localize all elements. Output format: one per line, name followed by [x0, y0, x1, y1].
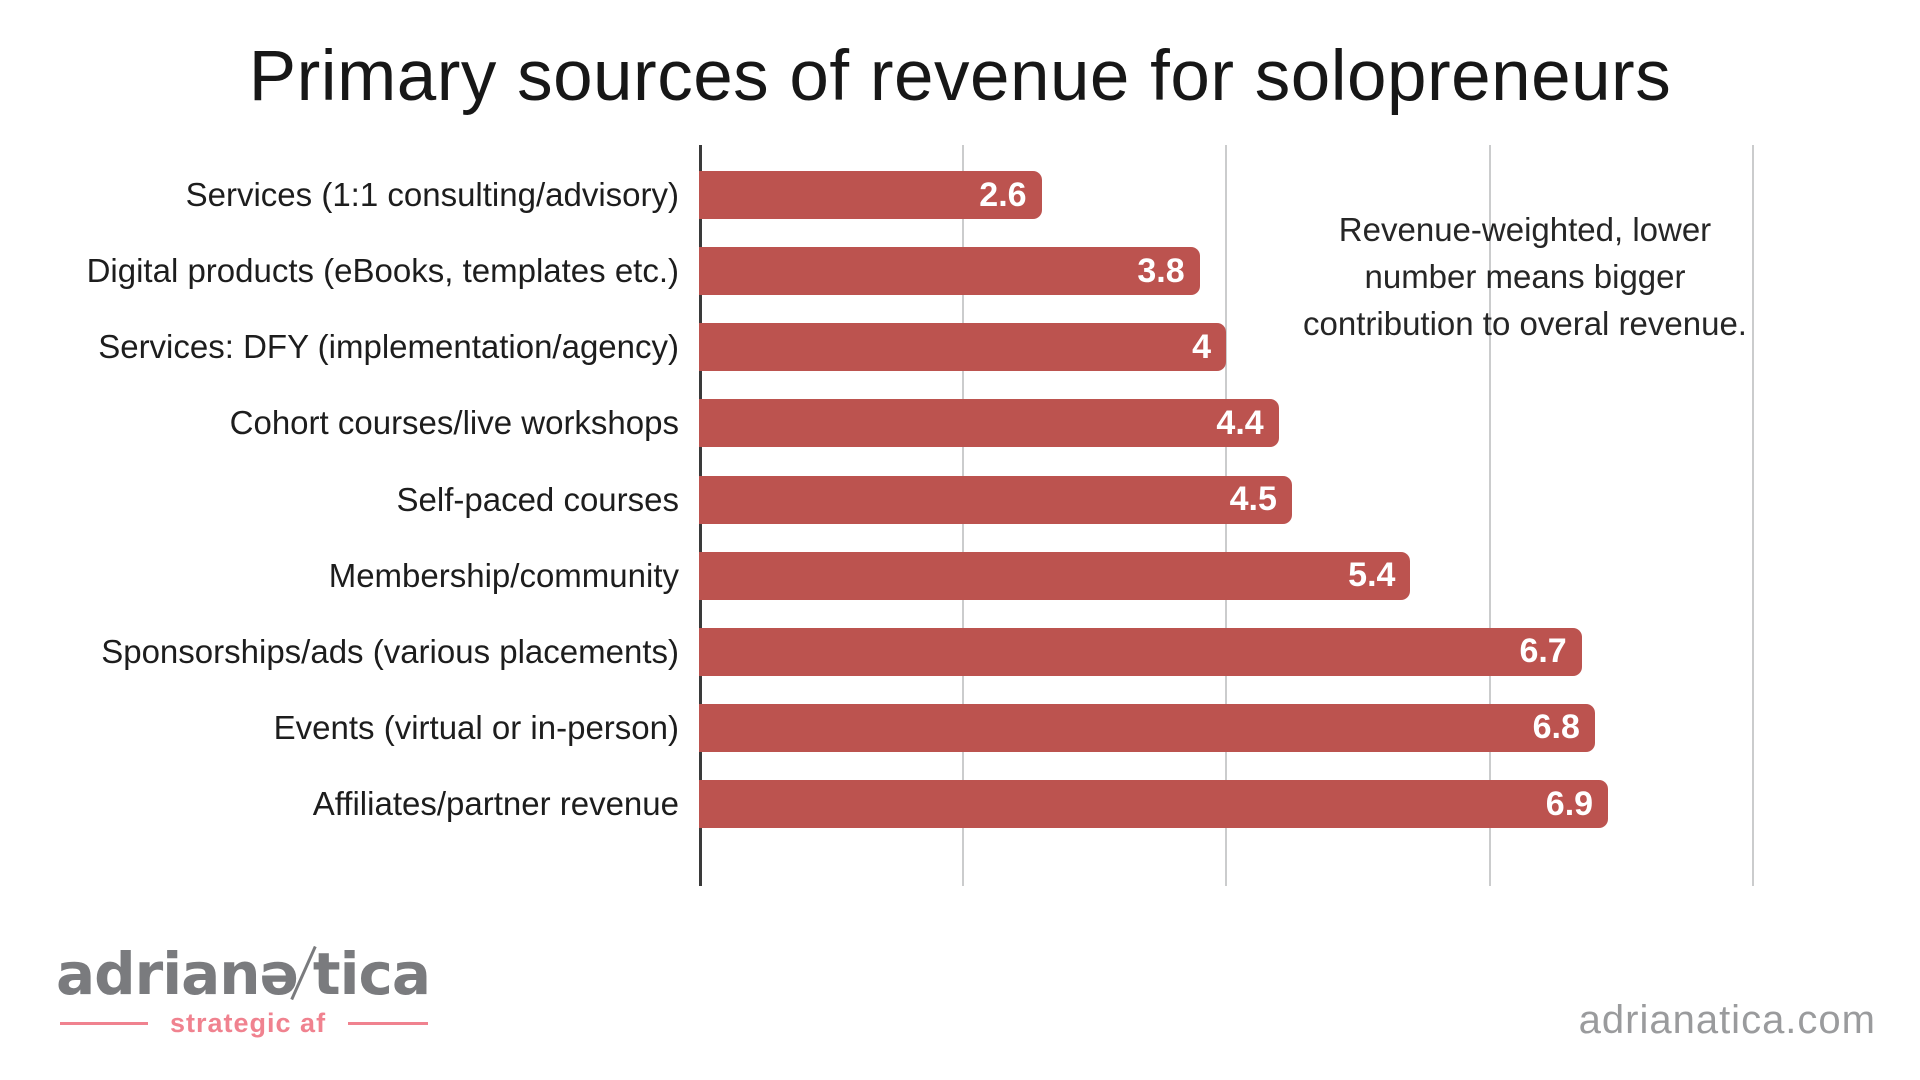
bar: 6.8: [699, 703, 1595, 752]
bar-value-label: 6.9: [1545, 784, 1594, 823]
chart-row: Cohort courses/live workshops 4.4: [0, 399, 1920, 448]
bar-track: 4.5: [699, 475, 1753, 524]
chart-title: Primary sources of revenue for soloprene…: [248, 37, 1672, 116]
bar: 6.7: [699, 627, 1582, 676]
bar: 4.4: [699, 399, 1279, 448]
bar-track: 3.8: [699, 247, 1753, 296]
chart-row: Events (virtual or in-person) 6.8: [0, 703, 1920, 752]
logo-wordmark: adrianə tica: [56, 940, 431, 1008]
annotation-line: contribution to overal revenue.: [1303, 305, 1747, 343]
tagline-rule-right: [348, 1022, 429, 1025]
logo-wordmark-right: tica: [312, 940, 431, 1008]
bar: 3.8: [699, 247, 1200, 296]
chart-row: Affiliates/partner revenue 6.9: [0, 780, 1920, 828]
category-label: Services (1:1 consulting/advisory): [185, 176, 679, 213]
bar-value-label: 3.8: [1137, 251, 1185, 290]
x-gridline: [1488, 145, 1491, 886]
bar-track: 4: [699, 323, 1753, 372]
bar-track: 5.4: [699, 551, 1753, 600]
chart-row: Digital products (eBooks, templates etc.…: [0, 247, 1920, 296]
category-label: Cohort courses/live workshops: [229, 404, 679, 442]
x-gridline: [1752, 145, 1754, 886]
bar-track: 6.7: [699, 627, 1753, 676]
chart-row: Services: DFY (implementation/agency) 4: [0, 323, 1920, 372]
bar: 2.6: [699, 171, 1042, 219]
category-label: Services: DFY (implementation/agency): [98, 328, 679, 366]
bar-value-label: 6.8: [1532, 708, 1580, 747]
category-label: Membership/community: [328, 556, 679, 594]
bar-value-label: 4.5: [1229, 480, 1277, 518]
bar-value-label: 4.4: [1216, 403, 1264, 442]
chart-row: Sponsorships/ads (various placements) 6.…: [0, 627, 1920, 676]
category-label: Events (virtual or in-person): [273, 708, 679, 746]
category-label: Sponsorships/ads (various placements): [101, 632, 679, 670]
bar-rows: Services (1:1 consulting/advisory) 2.6 D…: [0, 145, 1920, 886]
bar-value-label: 4: [1192, 327, 1211, 366]
category-label: Affiliates/partner revenue: [312, 785, 679, 822]
tagline-rule-left: [60, 1022, 148, 1025]
bar: 6.9: [699, 780, 1609, 828]
chart-annotation: Revenue-weighted, lower number means big…: [1245, 206, 1805, 348]
category-label: Self-paced courses: [396, 480, 679, 518]
brand-logo: adrianə tica strategic af: [56, 940, 431, 1039]
bar-track: 2.6: [699, 171, 1753, 219]
bar-value-label: 5.4: [1348, 556, 1396, 595]
bar: 4: [699, 323, 1226, 372]
chart-row: Services (1:1 consulting/advisory) 2.6: [0, 171, 1920, 219]
bar-track: 4.4: [699, 399, 1753, 448]
logo-tagline-row: strategic af: [60, 1008, 430, 1039]
annotation-line: Revenue-weighted, lower: [1338, 211, 1712, 248]
chart-row: Self-paced courses 4.5: [0, 475, 1920, 524]
category-label: Digital products (eBooks, templates etc.…: [86, 252, 679, 290]
bar-value-label: 6.7: [1519, 632, 1567, 671]
chart-row: Membership/community 5.4: [0, 551, 1920, 600]
website-text: adrianatica.com: [1578, 998, 1876, 1042]
bar: 5.4: [699, 551, 1411, 600]
bar-track: 6.8: [699, 703, 1753, 752]
bar-value-label: 2.6: [979, 175, 1027, 214]
bar-track: 6.9: [699, 780, 1753, 828]
logo-tagline: strategic af: [170, 1008, 327, 1038]
annotation-line: number means bigger: [1364, 258, 1686, 296]
bar: 4.5: [699, 475, 1292, 524]
logo-wordmark-left: adrianə: [56, 940, 299, 1008]
